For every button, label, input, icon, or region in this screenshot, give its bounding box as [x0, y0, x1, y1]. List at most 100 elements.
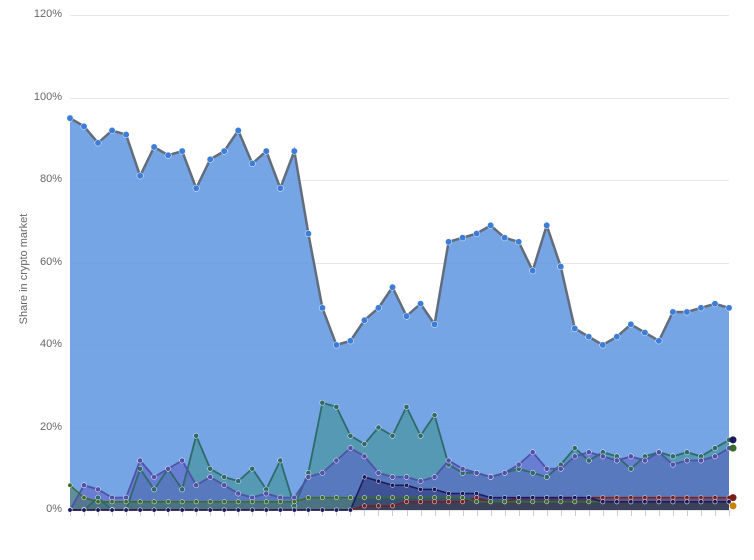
marker-ripple	[362, 454, 367, 459]
marker-litecoin	[96, 500, 100, 504]
marker-ethereum	[250, 466, 255, 471]
y-tick-label: 20%	[22, 421, 62, 433]
marker-ethereum	[418, 433, 423, 438]
marker-bitcoin-cash	[292, 508, 296, 512]
chart-svg	[70, 15, 729, 510]
marker-ethereum	[180, 487, 185, 492]
marker-bitcoin-cash	[390, 483, 394, 487]
marker-tether	[629, 495, 633, 499]
marker-bitcoin-cash	[502, 495, 506, 499]
marker-litecoin	[502, 500, 506, 504]
x-tick	[673, 510, 674, 516]
marker-litecoin	[460, 495, 464, 499]
marker-ripple	[432, 474, 437, 479]
marker-bitcoin-cash	[727, 500, 731, 504]
x-tick	[715, 510, 716, 516]
marker-bitcoin-cash	[699, 500, 703, 504]
marker-litecoin	[418, 495, 422, 499]
end-marker	[730, 436, 737, 443]
marker-bitcoin	[137, 173, 143, 179]
marker-tether	[390, 504, 394, 508]
marker-tether	[376, 504, 380, 508]
marker-ethereum	[712, 446, 717, 451]
marker-bitcoin	[249, 160, 255, 166]
marker-bitcoin	[151, 144, 157, 150]
marker-ethereum	[334, 404, 339, 409]
marker-tether	[643, 495, 647, 499]
marker-litecoin	[334, 495, 338, 499]
marker-bitcoin	[165, 152, 171, 158]
marker-ripple	[600, 454, 605, 459]
marker-bitcoin	[628, 321, 634, 327]
marker-bitcoin-cash	[138, 508, 142, 512]
x-tick	[603, 510, 604, 516]
x-tick	[701, 510, 702, 516]
marker-litecoin	[124, 500, 128, 504]
marker-tether	[362, 504, 366, 508]
marker-bitcoin	[642, 329, 648, 335]
marker-litecoin	[82, 495, 86, 499]
marker-litecoin	[250, 500, 254, 504]
x-tick	[463, 510, 464, 516]
marker-bitcoin	[600, 342, 606, 348]
marker-ethereum	[376, 425, 381, 430]
marker-ripple	[460, 466, 465, 471]
marker-ripple	[180, 458, 185, 463]
x-tick	[645, 510, 646, 516]
marker-bitcoin	[305, 230, 311, 236]
x-tick	[631, 510, 632, 516]
marker-bitcoin	[726, 305, 732, 311]
marker-litecoin	[587, 500, 591, 504]
marker-ethereum	[432, 413, 437, 418]
marker-bitcoin	[431, 321, 437, 327]
marker-litecoin	[573, 500, 577, 504]
marker-tether	[446, 500, 450, 504]
y-tick-label: 40%	[22, 338, 62, 350]
marker-ripple	[166, 466, 171, 471]
marker-ripple	[138, 458, 143, 463]
marker-ripple	[390, 474, 395, 479]
marker-litecoin	[152, 500, 156, 504]
end-marker	[730, 494, 737, 501]
marker-ethereum	[628, 466, 633, 471]
marker-ethereum	[530, 470, 535, 475]
marker-ethereum	[670, 454, 675, 459]
marker-ethereum	[404, 404, 409, 409]
marker-litecoin	[545, 500, 549, 504]
marker-litecoin	[446, 495, 450, 499]
marker-ripple	[264, 491, 269, 496]
marker-ripple	[684, 458, 689, 463]
x-tick	[561, 510, 562, 516]
marker-bitcoin-cash	[545, 495, 549, 499]
marker-litecoin	[348, 495, 352, 499]
marker-ripple	[376, 470, 381, 475]
marker-bitcoin-cash	[166, 508, 170, 512]
marker-ethereum	[208, 466, 213, 471]
marker-bitcoin	[572, 325, 578, 331]
y-tick-label: 80%	[22, 173, 62, 185]
x-tick	[407, 510, 408, 516]
marker-ripple	[502, 470, 507, 475]
marker-bitcoin-cash	[194, 508, 198, 512]
marker-bitcoin	[123, 131, 129, 137]
marker-bitcoin-cash	[559, 495, 563, 499]
x-tick	[364, 510, 365, 516]
marker-ripple	[236, 491, 241, 496]
x-tick	[477, 510, 478, 516]
marker-bitcoin-cash	[516, 495, 520, 499]
marker-ripple	[81, 483, 86, 488]
marker-ripple	[572, 454, 577, 459]
marker-bitcoin-cash	[531, 495, 535, 499]
marker-tether	[685, 495, 689, 499]
marker-ripple	[670, 462, 675, 467]
marker-ethereum	[586, 458, 591, 463]
marker-ripple	[446, 458, 451, 463]
marker-litecoin	[68, 483, 72, 487]
marker-litecoin	[166, 500, 170, 504]
marker-bitcoin	[487, 222, 493, 228]
marker-bitcoin	[263, 148, 269, 154]
marker-tether	[699, 495, 703, 499]
y-tick-label: 100%	[22, 91, 62, 103]
marker-bitcoin	[389, 284, 395, 290]
marker-bitcoin-cash	[334, 508, 338, 512]
